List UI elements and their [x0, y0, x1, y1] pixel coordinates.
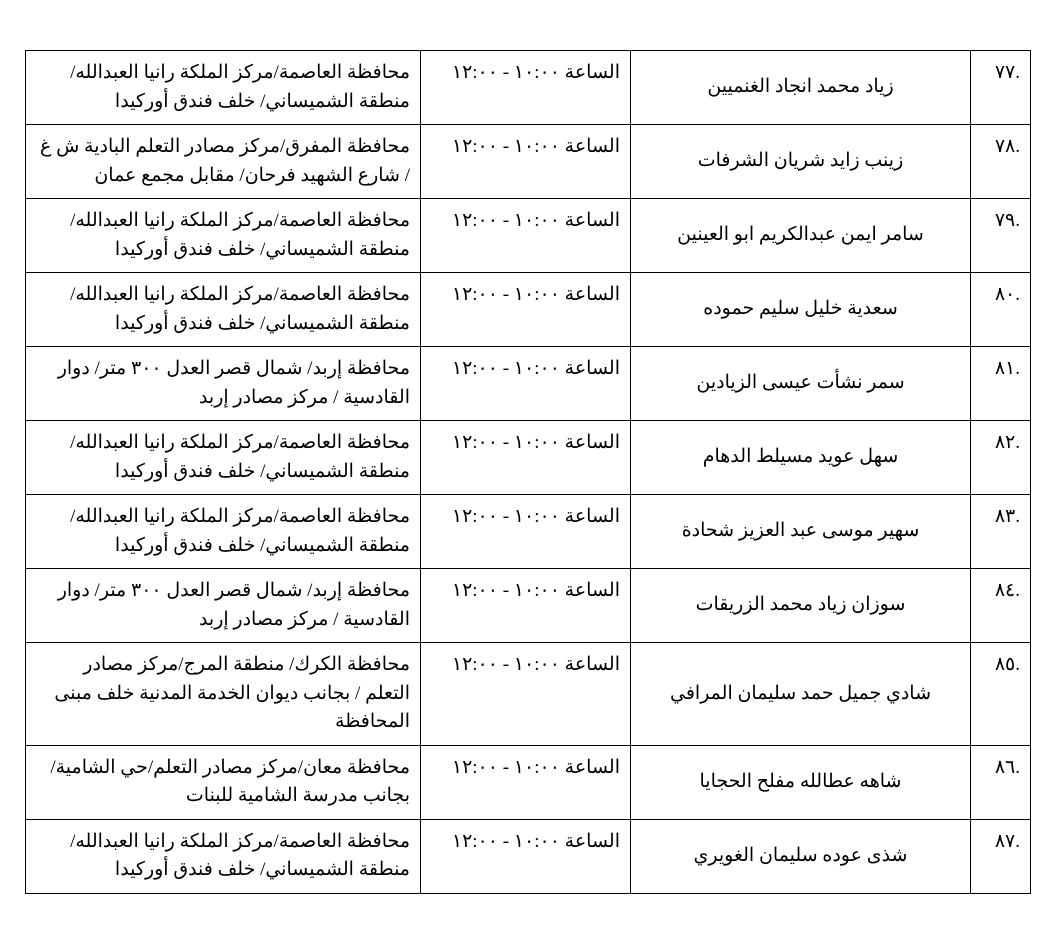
- row-name: زينب زايد شريان الشرفات: [631, 125, 971, 199]
- table-row: .٨١ سمر نشأت عيسى الزيادين الساعة ١٠:٠٠ …: [26, 347, 1031, 421]
- table-row: .٨٧ شذى عوده سليمان الغويري الساعة ١٠:٠٠…: [26, 819, 1031, 893]
- row-name: شاهه عطالله مفلح الحجايا: [631, 745, 971, 819]
- row-location: محافظة إربد/ شمال قصر العدل ٣٠٠ متر/ دوا…: [26, 569, 421, 643]
- row-number: .٨١: [971, 347, 1031, 421]
- schedule-table: .٧٧ زياد محمد انجاد الغنميين الساعة ١٠:٠…: [25, 50, 1031, 894]
- row-time: الساعة ١٠:٠٠ - ١٢:٠٠: [421, 347, 631, 421]
- row-number: .٨٣: [971, 495, 1031, 569]
- row-number: .٧٩: [971, 199, 1031, 273]
- table-row: .٧٧ زياد محمد انجاد الغنميين الساعة ١٠:٠…: [26, 51, 1031, 125]
- table-body: .٧٧ زياد محمد انجاد الغنميين الساعة ١٠:٠…: [26, 51, 1031, 894]
- row-location: محافظة معان/مركز مصادر التعلم/حي الشامية…: [26, 745, 421, 819]
- row-time: الساعة ١٠:٠٠ - ١٢:٠٠: [421, 125, 631, 199]
- row-time: الساعة ١٠:٠٠ - ١٢:٠٠: [421, 819, 631, 893]
- row-name: سهير موسى عبد العزيز شحادة: [631, 495, 971, 569]
- row-name: سعدية خليل سليم حموده: [631, 273, 971, 347]
- table-row: .٨٠ سعدية خليل سليم حموده الساعة ١٠:٠٠ -…: [26, 273, 1031, 347]
- row-time: الساعة ١٠:٠٠ - ١٢:٠٠: [421, 199, 631, 273]
- row-time: الساعة ١٠:٠٠ - ١٢:٠٠: [421, 643, 631, 746]
- row-location: محافظة العاصمة/مركز الملكة رانيا العبدال…: [26, 819, 421, 893]
- row-number: .٨٢: [971, 421, 1031, 495]
- row-name: سهل عويد مسيلط الدهام: [631, 421, 971, 495]
- row-time: الساعة ١٠:٠٠ - ١٢:٠٠: [421, 745, 631, 819]
- row-number: .٨٥: [971, 643, 1031, 746]
- row-name: سوزان زياد محمد الزريقات: [631, 569, 971, 643]
- row-location: محافظة العاصمة/مركز الملكة رانيا العبدال…: [26, 199, 421, 273]
- table-row: .٨٢ سهل عويد مسيلط الدهام الساعة ١٠:٠٠ -…: [26, 421, 1031, 495]
- row-number: .٨٠: [971, 273, 1031, 347]
- row-number: .٨٧: [971, 819, 1031, 893]
- table-row: .٧٩ سامر ايمن عبدالكريم ابو العينين السا…: [26, 199, 1031, 273]
- row-time: الساعة ١٠:٠٠ - ١٢:٠٠: [421, 273, 631, 347]
- row-location: محافظة المفرق/مركز مصادر التعلم البادية …: [26, 125, 421, 199]
- row-location: محافظة الكرك/ منطقة المرج/مركز مصادر الت…: [26, 643, 421, 746]
- row-name: شادي جميل حمد سليمان المرافي: [631, 643, 971, 746]
- table-row: .٧٨ زينب زايد شريان الشرفات الساعة ١٠:٠٠…: [26, 125, 1031, 199]
- row-location: محافظة إربد/ شمال قصر العدل ٣٠٠ متر/ دوا…: [26, 347, 421, 421]
- row-time: الساعة ١٠:٠٠ - ١٢:٠٠: [421, 421, 631, 495]
- row-location: محافظة العاصمة/مركز الملكة رانيا العبدال…: [26, 421, 421, 495]
- row-number: .٧٨: [971, 125, 1031, 199]
- row-name: زياد محمد انجاد الغنميين: [631, 51, 971, 125]
- table-row: .٨٤ سوزان زياد محمد الزريقات الساعة ١٠:٠…: [26, 569, 1031, 643]
- table-row: .٨٥ شادي جميل حمد سليمان المرافي الساعة …: [26, 643, 1031, 746]
- row-name: شذى عوده سليمان الغويري: [631, 819, 971, 893]
- row-time: الساعة ١٠:٠٠ - ١٢:٠٠: [421, 569, 631, 643]
- table-row: .٨٣ سهير موسى عبد العزيز شحادة الساعة ١٠…: [26, 495, 1031, 569]
- row-location: محافظة العاصمة/مركز الملكة رانيا العبدال…: [26, 51, 421, 125]
- row-location: محافظة العاصمة/مركز الملكة رانيا العبدال…: [26, 273, 421, 347]
- row-number: .٨٦: [971, 745, 1031, 819]
- row-name: سامر ايمن عبدالكريم ابو العينين: [631, 199, 971, 273]
- row-number: .٨٤: [971, 569, 1031, 643]
- row-number: .٧٧: [971, 51, 1031, 125]
- row-time: الساعة ١٠:٠٠ - ١٢:٠٠: [421, 51, 631, 125]
- row-location: محافظة العاصمة/مركز الملكة رانيا العبدال…: [26, 495, 421, 569]
- row-name: سمر نشأت عيسى الزيادين: [631, 347, 971, 421]
- row-time: الساعة ١٠:٠٠ - ١٢:٠٠: [421, 495, 631, 569]
- table-row: .٨٦ شاهه عطالله مفلح الحجايا الساعة ١٠:٠…: [26, 745, 1031, 819]
